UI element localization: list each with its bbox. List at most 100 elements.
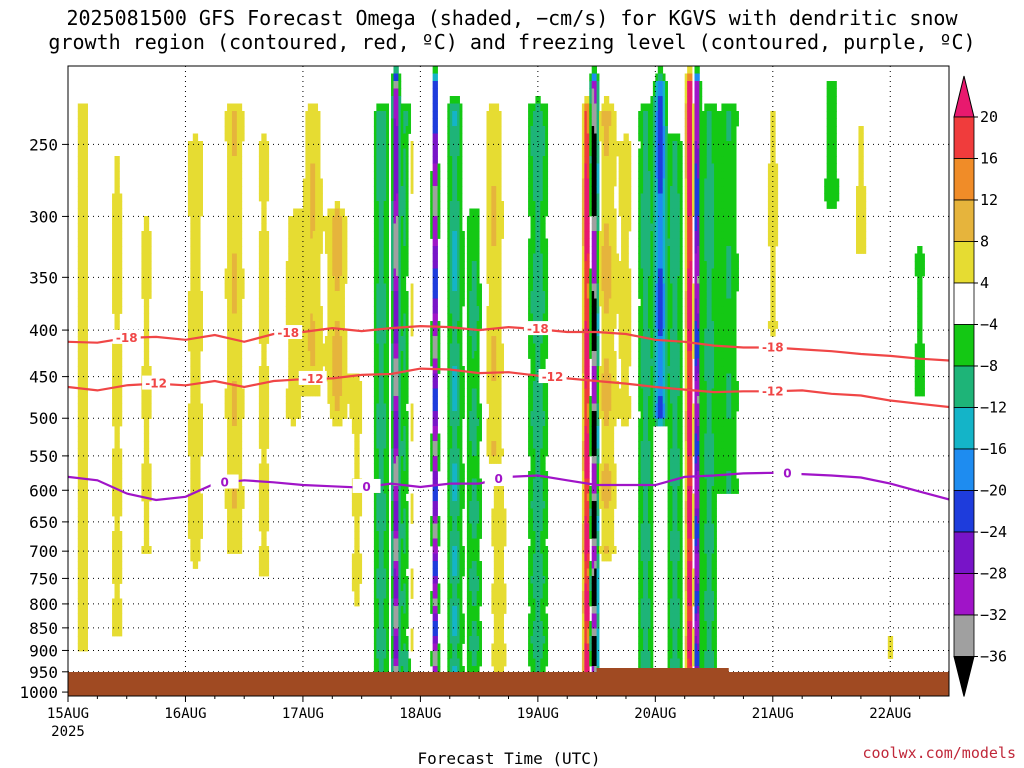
omega-cell: [493, 651, 497, 659]
omega-cell: [403, 636, 407, 644]
omega-cell: [337, 298, 341, 307]
omega-cell: [430, 516, 434, 524]
omega-cell: [496, 291, 500, 299]
omega-cell: [408, 103, 412, 112]
omega-cell: [503, 658, 507, 667]
omega-cell: [471, 568, 475, 577]
omega-cell: [82, 193, 86, 202]
omega-cell: [386, 508, 389, 517]
omega-cell: [498, 441, 502, 449]
omega-cell: [376, 403, 380, 412]
omega-cell: [498, 111, 502, 119]
omega-cell: [488, 246, 492, 254]
omega-cell: [454, 426, 458, 434]
omega-cell: [466, 283, 470, 292]
omega-cell: [197, 186, 201, 194]
omega-cell: [258, 291, 262, 299]
omega-cell: [437, 591, 441, 599]
omega-cell: [85, 396, 88, 404]
omega-cell: [466, 478, 470, 487]
omega-cell: [393, 238, 397, 247]
omega-cell: [435, 276, 438, 284]
omega-cell: [405, 343, 409, 352]
omega-cell: [293, 253, 296, 262]
omega-cell: [432, 298, 436, 307]
omega-cell: [459, 298, 463, 307]
omega-cell: [459, 538, 463, 547]
omega-cell: [435, 291, 438, 299]
omega-cell: [486, 156, 490, 164]
omega-cell: [231, 343, 235, 352]
omega-cell: [430, 441, 434, 449]
omega-cell: [383, 508, 387, 517]
omega-cell: [386, 381, 389, 389]
omega-cell: [383, 523, 387, 532]
omega-cell: [496, 193, 500, 202]
omega-cell: [317, 193, 321, 202]
omega-cell: [307, 103, 311, 112]
omega-cell: [457, 118, 460, 127]
omega-cell: [351, 576, 355, 584]
omega-cell: [312, 381, 316, 389]
omega-cell: [293, 283, 296, 292]
omega-cell: [403, 621, 407, 629]
omega-cell: [459, 651, 463, 659]
omega-cell: [462, 546, 465, 554]
omega-cell: [329, 366, 333, 374]
omega-cell: [476, 591, 480, 599]
omega-cell: [187, 313, 191, 322]
omega-cell: [376, 651, 380, 659]
omega-cell: [80, 591, 84, 599]
omega-cell: [435, 553, 438, 562]
omega-cell: [459, 478, 463, 487]
omega-cell: [334, 246, 338, 254]
omega-cell: [329, 411, 333, 419]
omega-cell: [405, 426, 409, 434]
omega-cell: [234, 516, 238, 524]
omega-cell: [528, 178, 531, 187]
omega-cell: [339, 411, 343, 419]
omega-cell: [386, 328, 389, 337]
omega-cell: [192, 463, 196, 472]
omega-cell: [405, 471, 409, 479]
omega-cell: [400, 141, 404, 149]
omega-cell: [469, 666, 473, 674]
omega-cell: [393, 388, 397, 397]
omega-cell: [236, 328, 240, 337]
omega-cell: [454, 231, 458, 239]
omega-cell: [356, 583, 360, 592]
omega-cell: [447, 313, 451, 322]
omega-cell: [143, 508, 147, 517]
omega-cell: [261, 418, 265, 427]
omega-cell: [231, 463, 235, 472]
omega-cell: [239, 471, 243, 479]
omega-cell: [432, 186, 436, 194]
omega-cell: [474, 478, 478, 487]
omega-cell: [474, 441, 478, 449]
omega-cell: [381, 351, 385, 359]
omega-cell: [310, 201, 314, 209]
omega-cell: [400, 456, 404, 464]
omega-cell: [383, 478, 387, 487]
omega-cell: [459, 223, 463, 232]
omega-cell: [373, 636, 377, 644]
omega-cell: [224, 276, 228, 284]
omega-cell: [114, 253, 118, 262]
omega-cell: [491, 516, 495, 524]
omega-cell: [381, 268, 385, 277]
omega-cell: [354, 418, 358, 427]
omega-cell: [430, 178, 434, 187]
omega-cell: [200, 508, 203, 517]
omega-cell: [488, 396, 492, 404]
omega-cell: [469, 283, 473, 292]
omega-cell: [393, 111, 397, 119]
omega-cell: [395, 396, 399, 404]
omega-cell: [320, 178, 323, 187]
omega-cell: [474, 643, 478, 652]
omega-cell: [391, 216, 394, 224]
omega-cell: [528, 118, 531, 127]
omega-cell: [398, 216, 402, 224]
omega-cell: [307, 321, 311, 329]
omega-cell: [290, 291, 294, 299]
omega-cell: [491, 118, 495, 127]
